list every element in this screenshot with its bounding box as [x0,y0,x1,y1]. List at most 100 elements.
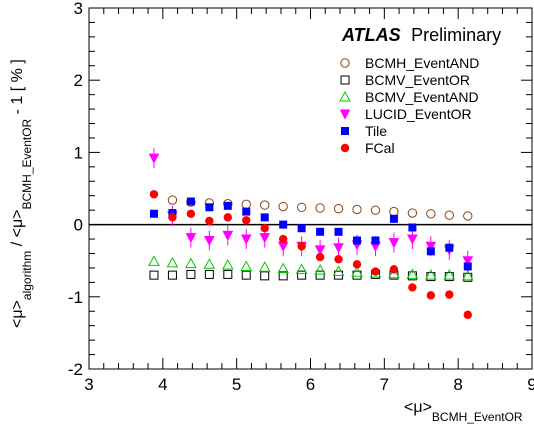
axis-tick-labels: 3 4 5 6 7 8 9 -2 -1 0 1 2 3 [68,0,534,394]
data-point [389,214,398,223]
data-point [149,270,159,280]
y-tick-label: -2 [68,360,83,379]
data-point [316,227,325,236]
data-point [371,236,380,245]
legend-marker-bcmv-eventor [340,75,350,85]
data-point [259,233,271,244]
data-point [407,234,418,245]
y-axis-label-part2-sub: BCMH_EventOR [20,118,34,209]
data-point [445,243,454,252]
data-point [297,270,307,280]
data-point [279,220,288,229]
axis-ticks [88,7,533,370]
data-point [149,209,158,218]
x-axis-label-sub: BCMH_EventOR [432,410,523,424]
data-point [148,153,160,164]
series-tile [149,197,472,271]
data-point [167,195,178,205]
data-point [203,258,216,269]
y-axis-label: <μ>algorithm / <μ>BCMH_EventOR - 1 [ % ] [9,59,34,328]
legend-label-tile: Tile [365,123,387,139]
data-point [462,256,474,267]
y-axis-label-part1: <μ> [9,300,26,328]
legend-label-lucid-eventor: LUCID_EventOR [365,106,472,122]
data-point [334,227,343,236]
x-tick-label: 7 [380,375,389,394]
data-point [426,209,436,219]
data-point [204,235,215,247]
atlas-label-normal: Preliminary [411,25,501,45]
data-point [388,238,400,249]
data-point [314,264,326,275]
data-point [149,190,159,199]
data-point [167,270,177,280]
legend-marker-bcmh-eventand [340,58,350,68]
data-point [278,201,288,212]
legend-label-bcmv-eventand: BCMV_EventAND [365,89,479,105]
data-point [314,245,326,256]
data-point [296,202,307,212]
data-point [241,270,251,280]
data-point [407,208,418,218]
data-point [186,209,196,218]
data-point [204,269,214,279]
x-tick-label: 4 [158,375,167,394]
series-bcmv-eventand [148,255,474,281]
x-axis-label: <μ>BCMH_EventOR [404,399,523,424]
data-point [168,213,177,222]
y-axis-label-part1-sub: algorithm [20,251,34,300]
data-point [258,261,271,272]
data-point [166,256,179,268]
data-point [260,224,269,233]
atlas-label: ATLAS Preliminary [341,25,501,45]
data-point [351,266,363,277]
x-tick-label: 6 [306,375,315,394]
y-tick-label: 3 [74,0,83,18]
legend-label-bcmh-eventand: BCMH_EventAND [365,55,479,71]
data-point [463,262,472,271]
data-point [223,269,233,279]
data-point [223,201,232,210]
legend-marker-lucid-eventor [339,109,351,120]
series-bcmh-eventand [167,195,473,221]
data-point [186,269,196,279]
data-markers [148,148,474,320]
legend-label-fcal: FCal [365,140,395,156]
data-point [444,210,455,220]
series-bcmv-eventor [149,269,473,282]
data-point [352,204,362,215]
data-point [221,259,234,270]
data-point [388,267,400,279]
y-tick-label: 1 [74,143,83,162]
data-point [295,263,308,274]
data-point [186,197,195,206]
legend-marker-tile [341,127,349,135]
data-point [371,267,380,276]
data-point [408,223,417,232]
data-point [334,255,343,264]
legend-label-bcmv-eventor: BCMV_EventOR [365,72,470,88]
data-point [260,213,269,222]
series-fcal [149,190,472,320]
legend-marker-fcal [340,143,350,153]
y-axis-label-part3: - 1 [ % ] [9,59,26,119]
data-point [222,230,234,241]
data-point [241,199,251,210]
atlas-label-bold: ATLAS [341,25,401,45]
data-point [260,200,270,210]
data-point [315,270,325,280]
data-point [463,310,472,320]
data-point [333,204,344,214]
data-point [278,271,288,281]
data-point [240,234,252,245]
y-tick-label: 0 [74,216,83,235]
data-point [315,203,325,213]
data-point [426,247,435,256]
data-point [461,269,474,281]
series-lucid-eventor [148,148,474,271]
data-point [389,206,399,217]
data-point [389,265,399,274]
legend-marker-bcmv-eventand [339,90,351,102]
x-tick-label: 9 [527,375,534,394]
